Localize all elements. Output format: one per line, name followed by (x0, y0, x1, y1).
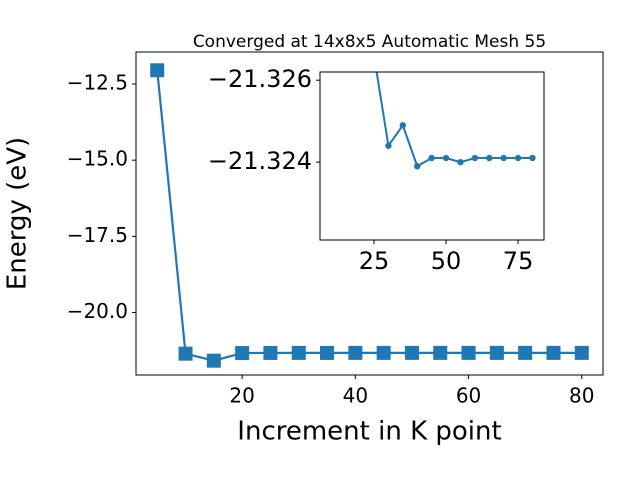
y-axis-label: Energy (eV) (3, 137, 33, 290)
marker (263, 345, 278, 360)
x-tick-label: 60 (456, 384, 481, 408)
y-tick-label: −21.324 (208, 147, 312, 175)
marker (206, 353, 221, 368)
marker (529, 154, 536, 162)
y-tick-label: −21.326 (208, 65, 312, 93)
marker (414, 163, 421, 170)
marker (514, 154, 522, 162)
plot-content (375, 72, 536, 170)
x-tick-label: 50 (431, 247, 462, 275)
y-tick-label: −15.0 (67, 147, 128, 171)
marker (500, 154, 507, 162)
marker (399, 122, 407, 129)
marker (518, 345, 533, 360)
marker (471, 154, 479, 162)
marker (574, 345, 589, 360)
marker (546, 345, 561, 360)
x-tick-label: 40 (343, 384, 368, 408)
plot-content (150, 63, 589, 368)
series-line (156, 70, 582, 362)
marker (235, 346, 250, 361)
y-tick-label: −20.0 (67, 299, 128, 323)
marker (457, 158, 464, 166)
x-tick-label: 80 (569, 384, 594, 408)
x-axis-label: Increment in K point (237, 417, 501, 447)
plot-frame (319, 71, 545, 241)
marker (442, 154, 450, 162)
y-tick-label: −12.5 (67, 70, 128, 94)
y-tick-label: −17.5 (67, 223, 128, 247)
marker (150, 63, 165, 78)
chart-title: Converged at 14x8x5 Automatic Mesh 55 (193, 32, 546, 52)
marker (404, 345, 419, 360)
x-tick-label: 75 (503, 247, 534, 275)
marker (428, 154, 435, 162)
marker (376, 345, 391, 360)
marker (489, 345, 504, 360)
x-tick-label: 20 (229, 384, 254, 408)
x-tick-label: 25 (359, 247, 390, 275)
marker (320, 345, 335, 360)
marker (348, 345, 363, 360)
marker (433, 345, 448, 360)
plot-frame (135, 51, 604, 376)
marker (291, 345, 306, 360)
marker (461, 345, 476, 360)
marker (178, 346, 193, 361)
marker (385, 142, 392, 149)
marker (486, 154, 493, 162)
